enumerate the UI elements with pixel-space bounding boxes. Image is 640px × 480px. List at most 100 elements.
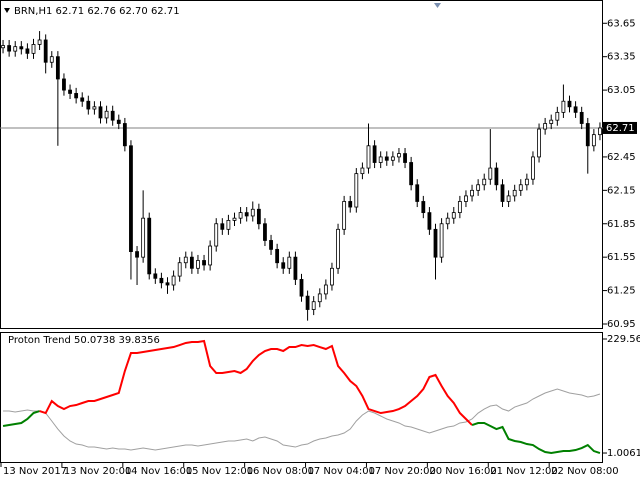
x-tick-label: 21 Nov 12:00 (490, 466, 557, 477)
candle-body (263, 223, 267, 241)
candle-body (573, 106, 578, 113)
candle-body (555, 111, 560, 121)
price-label: 62.71 (606, 123, 635, 134)
candle-body (122, 123, 127, 147)
candle-body (171, 275, 176, 286)
candle-body (500, 184, 505, 202)
candle-body (202, 260, 206, 266)
candle-body (518, 184, 523, 191)
candle-body (196, 260, 200, 269)
x-tick-label: 15 Nov 12:00 (186, 466, 253, 477)
candle-body (226, 220, 231, 230)
candle-body (348, 201, 353, 208)
candle-body (153, 273, 158, 279)
candle-body (220, 223, 225, 230)
indicator-line (39, 339, 473, 426)
candle-body (537, 128, 541, 158)
x-tick-label: 20 Nov 16:00 (429, 466, 496, 477)
y-tick-label: 1.006177 (607, 448, 640, 459)
candle-body (19, 46, 24, 50)
candle-body (403, 153, 407, 163)
candle-body (189, 256, 194, 269)
candle-body (427, 212, 432, 230)
indicator-line (2, 410, 40, 428)
candle-body (567, 100, 572, 108)
candle-body (330, 267, 334, 286)
candle-body (360, 167, 365, 175)
candle-body (317, 293, 322, 303)
candle-body (55, 56, 60, 80)
y-tick-label: 62.15 (607, 185, 636, 196)
y-tick-label: 63.05 (607, 85, 636, 96)
y-tick-label: 61.85 (607, 219, 636, 230)
candle-body (208, 245, 213, 266)
x-tick-label: 17 Nov 20:00 (368, 466, 435, 477)
candle-body (256, 208, 261, 225)
candle-body (293, 256, 298, 280)
candle-body (512, 189, 517, 197)
candle-body (451, 212, 456, 219)
candle-body (384, 156, 389, 161)
candle-body (74, 93, 79, 99)
candle-body (238, 212, 243, 219)
indicator-line (471, 421, 601, 455)
candle-body (494, 167, 499, 186)
candle-body (579, 111, 584, 124)
candle-body (433, 228, 438, 258)
candle-body (183, 256, 188, 264)
chart-title: BRN,H1 62.71 62.76 62.70 62.71 (14, 6, 180, 17)
x-tick-label: 17 Nov 04:00 (308, 466, 375, 477)
y-tick-label: 61.55 (607, 252, 636, 263)
candle-body (7, 45, 12, 52)
candle-body (141, 217, 146, 258)
candle-body (464, 195, 468, 202)
candle-body (104, 110, 109, 119)
x-tick-label: 16 Nov 08:00 (247, 466, 314, 477)
candle-body (147, 217, 152, 275)
candle-body (543, 123, 548, 130)
candle-body (342, 201, 347, 230)
candle-body (409, 162, 414, 186)
y-tick-label: 60.95 (607, 319, 636, 330)
candle-body (390, 156, 395, 161)
candle-body (110, 110, 115, 121)
candle-body (250, 208, 255, 217)
indicator-line (3, 388, 601, 451)
candle-body (31, 44, 36, 54)
candle-body (232, 217, 237, 221)
candle-body (37, 39, 42, 45)
candle-body (159, 277, 164, 284)
candle-body (415, 184, 420, 202)
candle-body (470, 189, 474, 197)
candle-body (445, 217, 450, 225)
y-tick-label: 229.5697 (607, 334, 640, 345)
candle-body (275, 248, 280, 264)
candle-body (506, 195, 511, 202)
candle-body (397, 153, 401, 158)
candle-body (281, 262, 286, 269)
candle-body (68, 89, 72, 94)
candle-body (421, 201, 426, 214)
y-tick-label: 63.35 (607, 52, 636, 63)
candle-body (439, 223, 444, 258)
candle-body (116, 119, 121, 124)
candle-body (305, 295, 310, 310)
candle-body (98, 106, 103, 119)
candle-body (585, 123, 590, 147)
candle-body (92, 106, 97, 110)
candle-body (549, 119, 554, 124)
shift-marker (434, 3, 441, 8)
candle-body (476, 184, 481, 191)
candle-body (244, 212, 249, 217)
candle-body (86, 100, 91, 110)
candle-body (49, 56, 54, 63)
candle-body (80, 97, 85, 102)
candle-body (524, 178, 529, 186)
candle-body (598, 127, 602, 136)
candle-body (1, 45, 5, 49)
indicator-panel (0, 332, 603, 463)
candle-body (214, 223, 219, 247)
candle-body (366, 145, 371, 169)
candle-body (372, 145, 377, 163)
